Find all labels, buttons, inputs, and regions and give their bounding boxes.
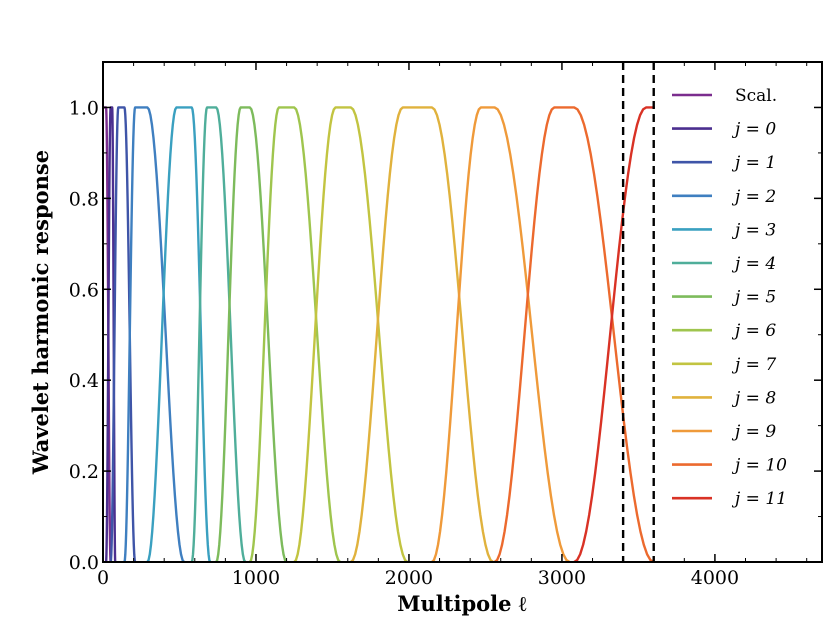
legend-label-j-3: j = 3 — [731, 220, 776, 240]
x-tick-label: 0 — [97, 567, 109, 589]
series-line-j-6 — [248, 106, 342, 562]
plot-area-frame — [102, 61, 823, 563]
legend-label-j-6: j = 6 — [731, 321, 776, 341]
series-line-j-1 — [109, 106, 137, 562]
x-tick-label: 2000 — [385, 567, 433, 589]
x-tick-label: 3000 — [538, 567, 586, 589]
x-tick-label: 1000 — [232, 567, 280, 589]
legend-label-j-9: j = 9 — [731, 422, 776, 442]
legend-label-j-4: j = 4 — [731, 254, 776, 274]
y-tick-label: 1.0 — [69, 97, 99, 119]
legend-label-j-0: j = 0 — [731, 120, 776, 140]
x-tick-label: 4000 — [691, 567, 739, 589]
y-tick-label: 0.0 — [69, 552, 99, 574]
x-axis-title: Multipole ℓ — [397, 591, 527, 616]
y-tick-label: 0.2 — [69, 461, 99, 483]
series-line-j-10 — [493, 106, 655, 562]
series-line-j-11 — [572, 106, 655, 562]
legend-label-scal: Scal. — [735, 86, 777, 106]
reference-lines — [621, 62, 655, 562]
series-line-j-9 — [430, 106, 571, 562]
series-line-j-4 — [190, 106, 247, 562]
legend-label-j-5: j = 5 — [731, 288, 776, 308]
legend-label-j-1: j = 1 — [731, 153, 776, 173]
y-tick-label: 0.8 — [69, 188, 99, 210]
y-axis-ticks: 0.0 0.2 0.4 0.6 0.8 1.0 — [69, 61, 822, 574]
y-tick-label: 0.4 — [69, 370, 99, 392]
legend-label-j-8: j = 8 — [731, 388, 776, 408]
series-line-j-2 — [123, 106, 186, 562]
x-axis-ticks: 0 1000 2000 3000 4000 — [97, 62, 808, 589]
series-line-j-8 — [349, 106, 495, 562]
legend-label-j-10: j = 10 — [731, 456, 787, 476]
y-tick-label: 0.6 — [69, 279, 99, 301]
legend: Scal. j = 0 j = 1 j = 2 j = 3 j = 4 j = 5 j = 6… — [672, 86, 787, 509]
y-axis-title: Wavelet harmonic response — [28, 150, 53, 475]
series-line-j-3 — [146, 106, 212, 562]
legend-label-j-2: j = 2 — [731, 187, 776, 207]
series-line-j-7 — [293, 106, 409, 562]
series-layer — [103, 106, 655, 562]
series-line-j-5 — [215, 106, 288, 562]
legend-label-j-7: j = 7 — [731, 355, 776, 375]
legend-label-j-11: j = 11 — [731, 489, 787, 509]
